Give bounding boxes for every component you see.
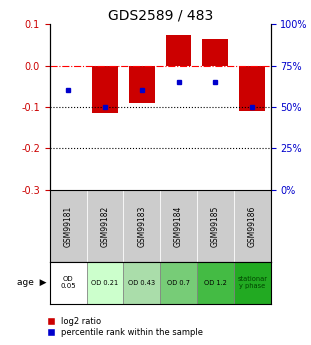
Text: stationar
y phase: stationar y phase [237,276,267,289]
Legend: log2 ratio, percentile rank within the sample: log2 ratio, percentile rank within the s… [48,317,203,337]
Bar [86,190,123,262]
Bar [160,190,197,262]
Text: OD
0.05: OD 0.05 [60,276,76,289]
Bar [92,66,118,113]
Text: age  ▶: age ▶ [16,278,46,287]
Bar [123,262,160,304]
Text: GSM99181: GSM99181 [64,205,73,247]
Bar [86,262,123,304]
Bar [160,262,197,304]
Text: GSM99186: GSM99186 [248,205,257,247]
Text: GSM99182: GSM99182 [100,205,109,247]
Bar [50,190,86,262]
Text: GSM99185: GSM99185 [211,205,220,247]
Bar [123,190,160,262]
Bar [197,262,234,304]
Bar [239,66,265,111]
Bar [234,262,271,304]
Bar [50,262,86,304]
Text: OD 0.7: OD 0.7 [167,280,190,286]
Bar [129,66,155,103]
Text: OD 1.2: OD 1.2 [204,280,227,286]
Text: OD 0.43: OD 0.43 [128,280,155,286]
Title: GDS2589 / 483: GDS2589 / 483 [108,9,213,23]
Bar [234,190,271,262]
Text: GSM99184: GSM99184 [174,205,183,247]
Bar [166,34,192,66]
Bar [197,190,234,262]
Text: GSM99183: GSM99183 [137,205,146,247]
Bar [202,39,228,66]
Text: OD 0.21: OD 0.21 [91,280,118,286]
